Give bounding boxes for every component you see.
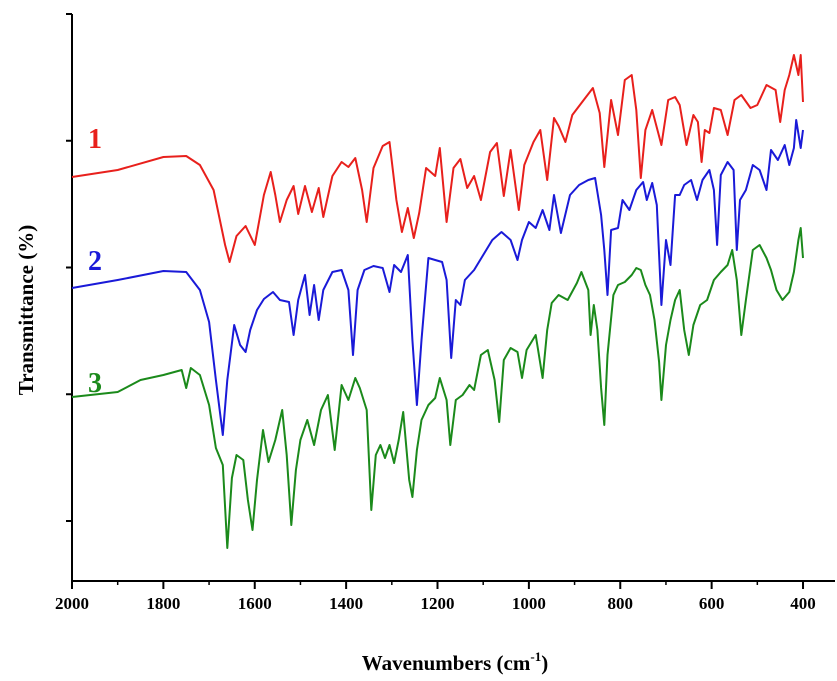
series-line-2: [71, 119, 804, 436]
series-layer: [71, 54, 804, 549]
plot-frame: [71, 14, 835, 582]
series-label-3: 3: [88, 368, 102, 399]
series-label-2: 2: [88, 246, 102, 277]
series-label-1: 1: [88, 124, 102, 155]
x-axis-title-close: ): [541, 651, 548, 675]
x-tick-label-1600: 1600: [238, 594, 272, 613]
y-axis-title: Transmittance (%): [14, 225, 38, 396]
x-ticks: 2000 1800 1600 1400 1200 1000 800 600 400: [55, 581, 816, 613]
x-tick-label-1200: 1200: [421, 594, 455, 613]
x-axis-title-sup: -1: [530, 649, 541, 664]
x-tick-label-400: 400: [790, 594, 816, 613]
x-tick-label-1800: 1800: [146, 594, 180, 613]
x-tick-label-1000: 1000: [512, 594, 546, 613]
series-line-3: [71, 227, 804, 549]
x-tick-label-600: 600: [699, 594, 725, 613]
x-tick-label-1400: 1400: [329, 594, 363, 613]
x-tick-label-800: 800: [608, 594, 634, 613]
series-line-1: [71, 54, 804, 263]
x-axis-title: Wavenumbers (cm-1): [362, 649, 548, 675]
y-ticks: [66, 13, 72, 522]
x-tick-label-2000: 2000: [55, 594, 89, 613]
x-axis-title-main: Wavenumbers (cm: [362, 651, 531, 675]
